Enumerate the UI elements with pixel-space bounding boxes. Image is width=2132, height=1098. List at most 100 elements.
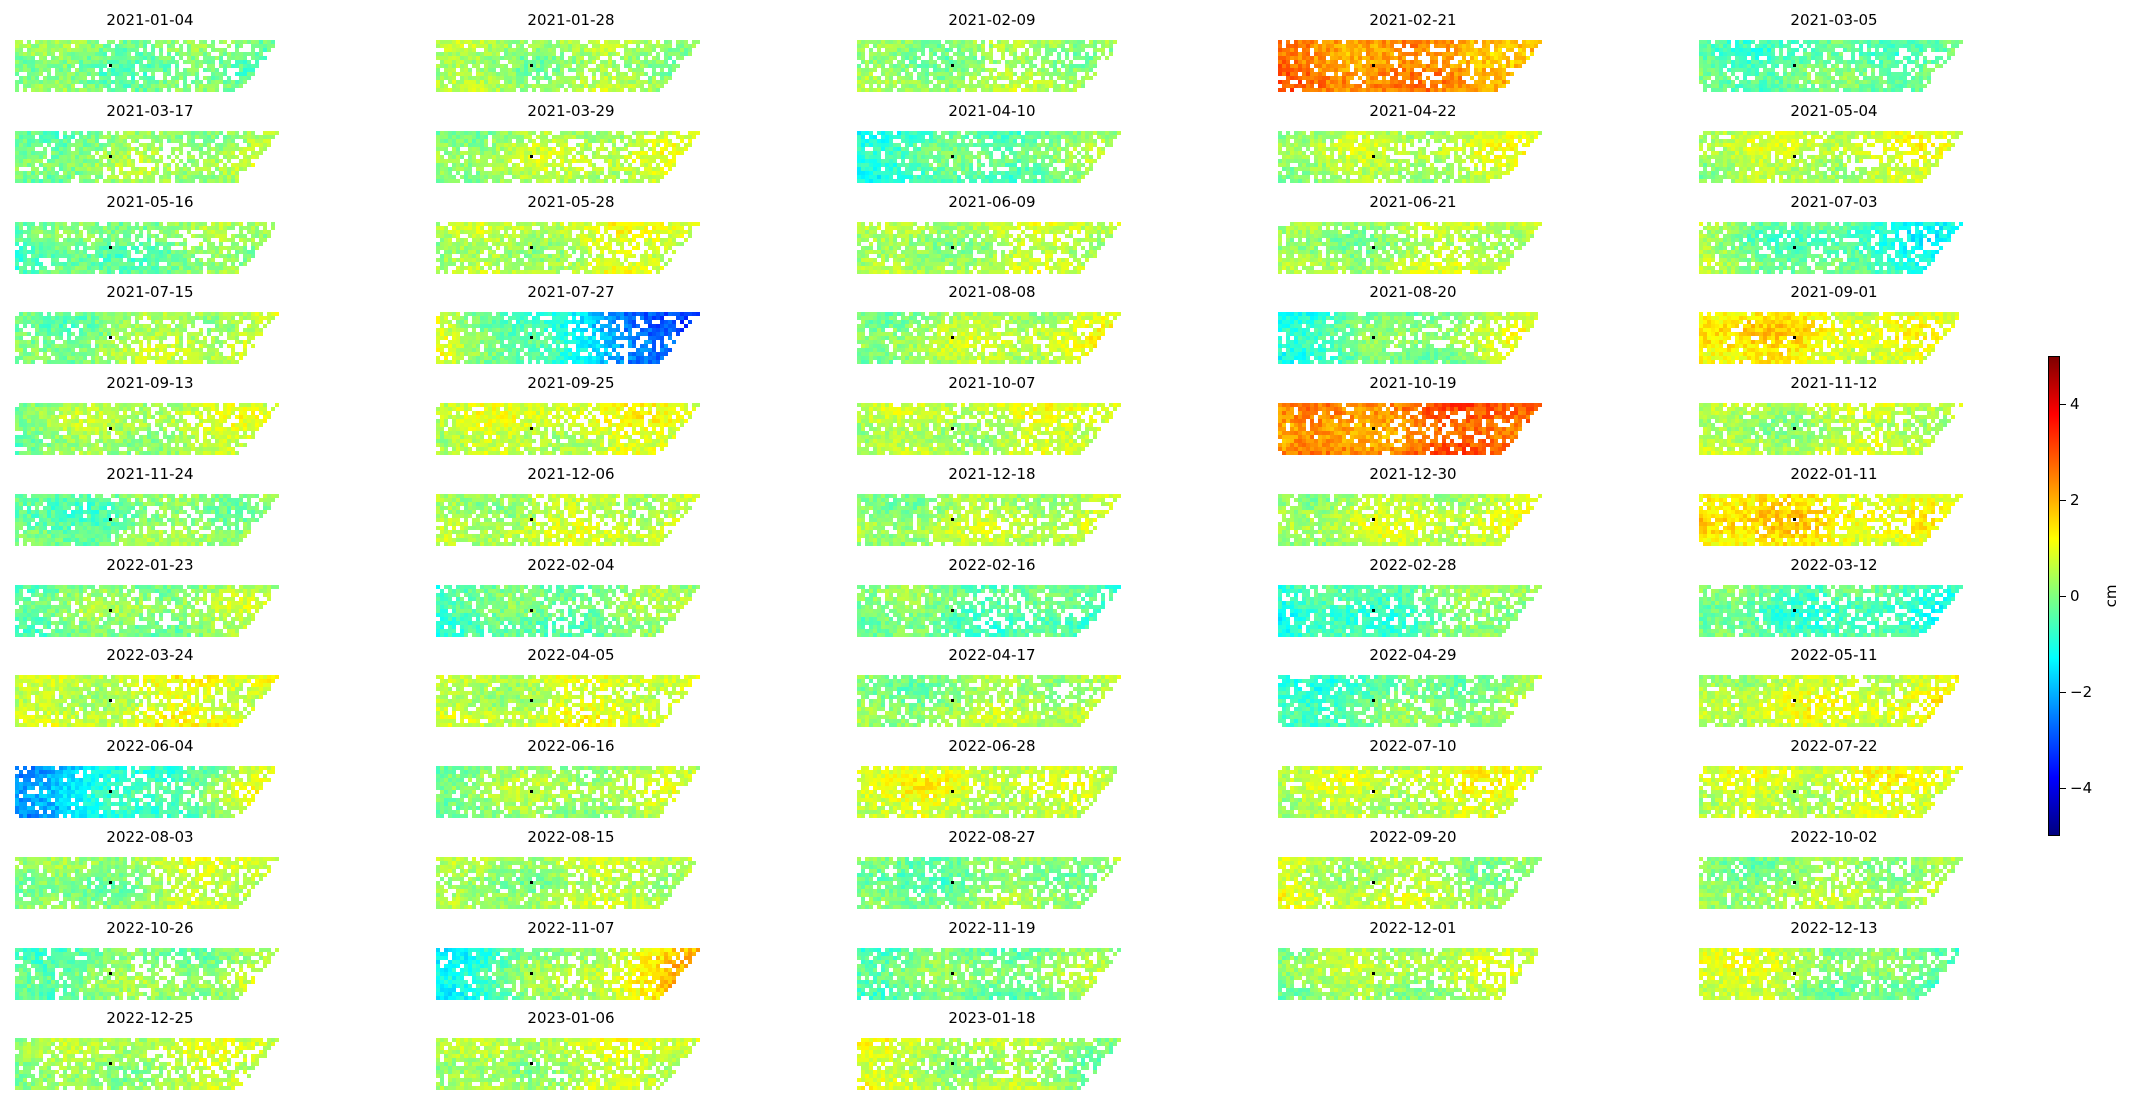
reference-point-marker — [530, 790, 533, 793]
panel-title: 2022-03-24 — [15, 645, 285, 665]
reference-point-marker — [109, 427, 112, 430]
displacement-map — [857, 40, 1117, 92]
map-panel: 2021-03-05 — [1699, 10, 1969, 96]
displacement-map — [15, 857, 279, 909]
displacement-map — [436, 948, 700, 1000]
colorbar-gradient — [2048, 356, 2060, 836]
panel-title: 2022-08-27 — [857, 827, 1127, 847]
map-panel: 2021-08-20 — [1278, 282, 1548, 368]
reference-point-marker — [1793, 246, 1796, 249]
map-panel: 2022-08-27 — [857, 827, 1127, 913]
displacement-map — [1699, 222, 1963, 274]
map-panel: 2022-12-13 — [1699, 918, 1969, 1004]
displacement-map — [1699, 403, 1963, 455]
reference-point-marker — [109, 336, 112, 339]
map-panel: 2021-11-12 — [1699, 373, 1969, 459]
reference-point-marker — [1372, 881, 1375, 884]
map-panel: 2021-07-03 — [1699, 192, 1969, 278]
displacement-map — [15, 948, 279, 1000]
colorbar-tick-label: 2 — [2070, 491, 2080, 509]
map-panel: 2021-08-08 — [857, 282, 1127, 368]
panel-title: 2023-01-06 — [436, 1008, 706, 1028]
reference-point-marker — [951, 64, 954, 67]
displacement-map — [1278, 494, 1542, 546]
reference-point-marker — [1793, 790, 1796, 793]
colorbar: cm 4 2 0 −2 −4 — [2048, 356, 2132, 841]
map-panel: 2021-10-19 — [1278, 373, 1548, 459]
panel-title: 2022-08-03 — [15, 827, 285, 847]
displacement-map — [1278, 766, 1542, 818]
reference-point-marker — [530, 518, 533, 521]
reference-point-marker — [1372, 427, 1375, 430]
reference-point-marker — [1793, 155, 1796, 158]
reference-point-marker — [1793, 609, 1796, 612]
panel-title: 2022-10-02 — [1699, 827, 1969, 847]
panel-title: 2022-06-28 — [857, 736, 1127, 756]
reference-point-marker — [1372, 609, 1375, 612]
panel-title: 2021-06-21 — [1278, 192, 1548, 212]
displacement-map — [857, 494, 1121, 546]
panel-title: 2021-03-17 — [15, 101, 285, 121]
panel-title: 2021-04-22 — [1278, 101, 1548, 121]
map-panel: 2021-02-21 — [1278, 10, 1548, 96]
displacement-map — [857, 857, 1121, 909]
reference-point-marker — [109, 64, 112, 67]
colorbar-tick-label: −4 — [2070, 779, 2092, 797]
displacement-map — [857, 675, 1121, 727]
panel-title: 2021-02-21 — [1278, 10, 1548, 30]
displacement-map — [857, 403, 1121, 455]
reference-point-marker — [951, 1062, 954, 1065]
reference-point-marker — [109, 246, 112, 249]
panel-title: 2022-08-15 — [436, 827, 706, 847]
panel-title: 2021-01-28 — [436, 10, 706, 30]
map-panel: 2021-07-27 — [436, 282, 706, 368]
map-panel: 2021-12-18 — [857, 464, 1127, 550]
displacement-map — [15, 222, 275, 274]
displacement-map — [1699, 40, 1963, 92]
reference-point-marker — [1372, 972, 1375, 975]
displacement-map — [15, 1038, 279, 1090]
displacement-map — [436, 585, 700, 637]
reference-point-marker — [1793, 64, 1796, 67]
displacement-map — [1278, 312, 1538, 364]
reference-point-marker — [530, 155, 533, 158]
reference-point-marker — [951, 972, 954, 975]
panel-title: 2021-09-25 — [436, 373, 706, 393]
displacement-map — [436, 312, 700, 364]
panel-title: 2021-11-24 — [15, 464, 285, 484]
displacement-map — [1278, 403, 1542, 455]
map-panel: 2022-02-28 — [1278, 555, 1548, 641]
reference-point-marker — [951, 609, 954, 612]
panel-title: 2022-01-23 — [15, 555, 285, 575]
map-panel: 2022-10-26 — [15, 918, 285, 1004]
displacement-map — [436, 40, 700, 92]
displacement-map — [436, 403, 700, 455]
reference-point-marker — [1372, 518, 1375, 521]
reference-point-marker — [1793, 972, 1796, 975]
panel-title: 2022-07-10 — [1278, 736, 1548, 756]
displacement-map — [15, 675, 279, 727]
reference-point-marker — [530, 1062, 533, 1065]
reference-point-marker — [530, 64, 533, 67]
reference-point-marker — [530, 609, 533, 612]
displacement-map — [857, 312, 1121, 364]
displacement-map — [15, 40, 275, 92]
panel-title: 2021-02-09 — [857, 10, 1127, 30]
displacement-map — [1699, 675, 1959, 727]
reference-point-marker — [530, 972, 533, 975]
displacement-map — [15, 494, 279, 546]
panel-title: 2022-12-01 — [1278, 918, 1548, 938]
panel-title: 2022-04-05 — [436, 645, 706, 665]
map-panel: 2022-11-19 — [857, 918, 1127, 1004]
reference-point-marker — [1793, 881, 1796, 884]
reference-point-marker — [951, 246, 954, 249]
displacement-map — [857, 1038, 1121, 1090]
displacement-map — [1699, 948, 1959, 1000]
panel-title: 2021-07-27 — [436, 282, 706, 302]
displacement-map — [1699, 312, 1959, 364]
map-panel: 2022-12-01 — [1278, 918, 1548, 1004]
map-panel: 2022-05-11 — [1699, 645, 1969, 731]
map-panel: 2022-07-22 — [1699, 736, 1969, 822]
map-panel: 2021-09-13 — [15, 373, 285, 459]
